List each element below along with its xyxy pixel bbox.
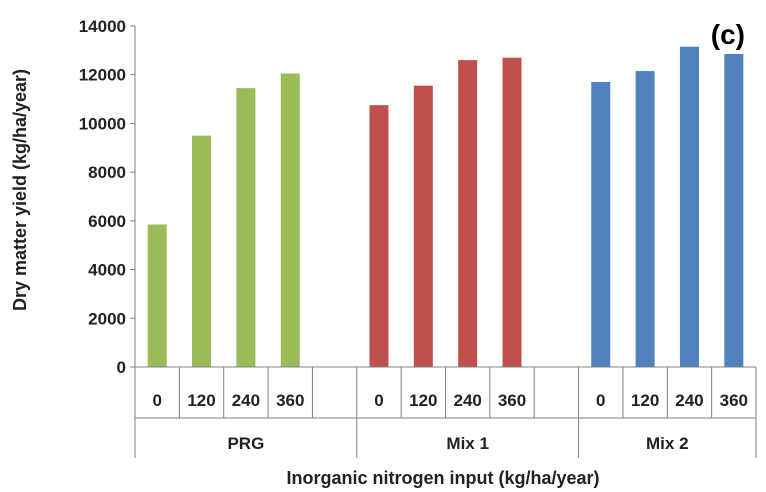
y-tick-label: 6000 <box>88 212 126 231</box>
x-category-label: 120 <box>409 391 437 410</box>
x-category-label: 240 <box>232 391 260 410</box>
x-group-label: Mix 1 <box>446 434 489 453</box>
bar <box>236 88 256 367</box>
bar <box>192 135 212 367</box>
x-category-label: 120 <box>631 391 659 410</box>
x-category-label: 0 <box>152 391 161 410</box>
y-axis: 0 2000 4000 6000 8000 10000 12000 14000 <box>79 17 136 377</box>
bar <box>280 73 300 367</box>
x-category-label: 360 <box>720 391 748 410</box>
x-category-label: 240 <box>675 391 703 410</box>
bar <box>458 60 478 367</box>
y-tick-label: 10000 <box>79 114 126 133</box>
y-tick-label: 8000 <box>88 163 126 182</box>
bar <box>679 46 699 367</box>
x-category-label: 240 <box>453 391 481 410</box>
x-category-label: 360 <box>498 391 526 410</box>
bar <box>724 54 744 368</box>
bar <box>369 105 389 368</box>
y-tick-label: 4000 <box>88 261 126 280</box>
y-tick-label: 12000 <box>79 66 126 85</box>
y-tick-label: 2000 <box>88 309 126 328</box>
panel-label: (c) <box>711 19 745 50</box>
y-axis-label: Dry matter yield (kg/ha/year) <box>10 69 30 311</box>
x-group-label: PRG <box>227 434 264 453</box>
x-group-label: Mix 2 <box>646 434 689 453</box>
y-tick-label: 14000 <box>79 17 126 36</box>
bar <box>502 57 522 368</box>
x-axis-label: Inorganic nitrogen input (kg/ha/year) <box>286 468 599 488</box>
x-axis: 0 120 240 360 PRG 0 120 240 360 Mix 1 0 120 240 360 Mi… <box>134 366 757 458</box>
bar <box>635 71 655 367</box>
bar <box>413 85 433 368</box>
bar <box>147 224 167 367</box>
bars <box>147 46 744 368</box>
x-category-label: 0 <box>596 391 605 410</box>
y-tick-label: 0 <box>117 358 126 377</box>
x-category-label: 360 <box>276 391 304 410</box>
x-category-label: 0 <box>374 391 383 410</box>
bar <box>591 82 611 368</box>
x-category-label: 120 <box>187 391 215 410</box>
